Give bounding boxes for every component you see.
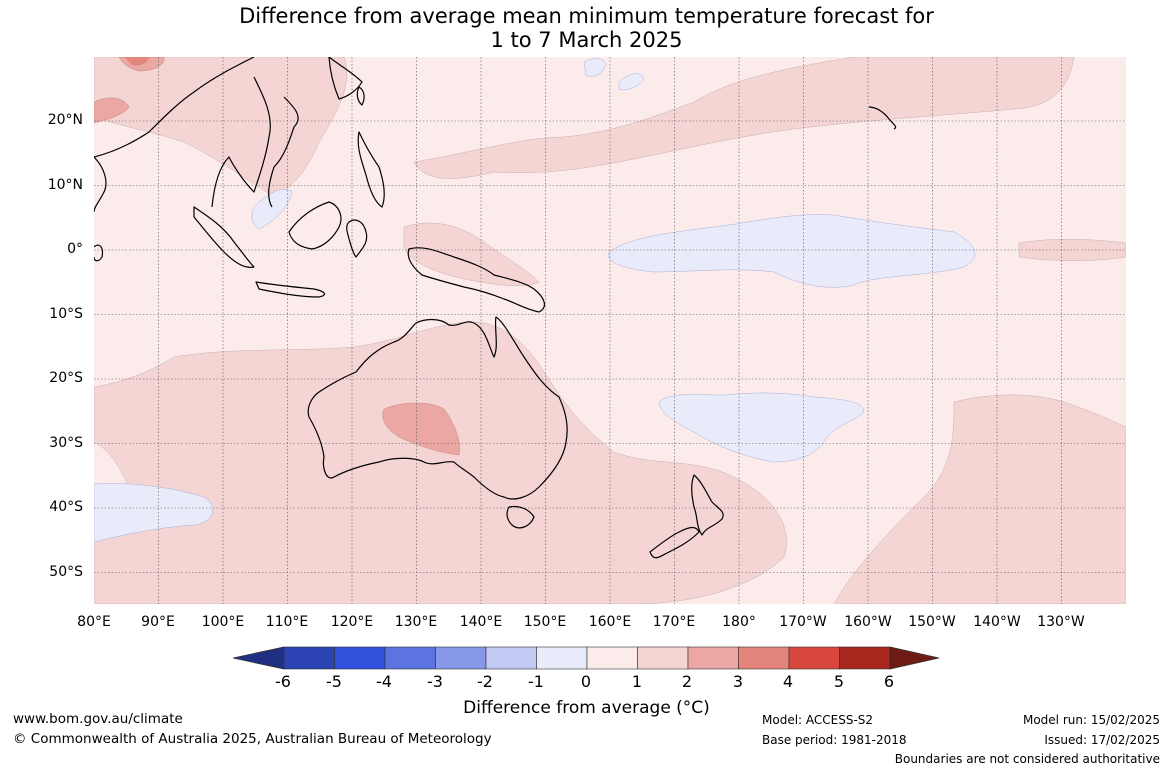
lon-label-140e: 140°E xyxy=(459,614,503,630)
lon-label-140w: 140°W xyxy=(973,614,1021,630)
sri-lanka xyxy=(94,244,104,262)
cb-label-minus6: -6 xyxy=(275,672,291,691)
colorbar-cell xyxy=(384,646,436,670)
colorbar-cell xyxy=(839,646,891,670)
cb-label-4: 4 xyxy=(782,672,794,691)
map-title: Difference from average mean minimum tem… xyxy=(0,4,1173,52)
model-name: Model: ACCESS-S2 xyxy=(762,713,874,727)
indian-ocean-cool xyxy=(94,483,213,543)
lat-label-30s: 30°S xyxy=(49,435,83,451)
colorbar-cell xyxy=(283,646,335,670)
north-pacific-cool xyxy=(583,58,607,77)
colorbar-cell xyxy=(485,646,537,670)
issued-date: Issued: 17/02/2025 xyxy=(1044,733,1160,747)
lon-label-150e: 150°E xyxy=(523,614,567,630)
central-australia-hotspot xyxy=(382,402,460,456)
lat-label-20s: 20°S xyxy=(49,370,83,386)
colorbar-cell xyxy=(435,646,487,670)
cb-label-minus2: -2 xyxy=(477,672,493,691)
lon-label-170e: 170°E xyxy=(652,614,696,630)
colorbar-cell xyxy=(738,646,790,670)
taiwan-coastline xyxy=(356,86,365,106)
colorbar-cell xyxy=(687,646,739,670)
copyright-text: © Commonwealth of Australia 2025, Austra… xyxy=(13,731,492,747)
new-zealand-south xyxy=(649,526,700,559)
boundaries-disclaimer: Boundaries are not considered authoritat… xyxy=(894,752,1160,766)
sumatra-coastline xyxy=(193,206,255,268)
lon-label-130e: 130°E xyxy=(394,614,438,630)
north-pacific-warm-band xyxy=(413,57,1075,179)
asia-mainland-coast xyxy=(94,57,299,208)
new-guinea-warm xyxy=(403,222,540,286)
colorbar-cells xyxy=(283,646,891,670)
colorbar-extend-low xyxy=(233,646,285,670)
website-link[interactable]: www.bom.gov.au/climate xyxy=(13,711,183,727)
colorbar-cell xyxy=(637,646,689,670)
lon-label-150w: 150°W xyxy=(908,614,956,630)
lon-label-130w: 130°W xyxy=(1037,614,1085,630)
lon-label-110e: 110°E xyxy=(265,614,309,630)
lon-label-170w: 170°W xyxy=(779,614,827,630)
lon-label-120e: 120°E xyxy=(330,614,374,630)
colorbar xyxy=(233,646,940,670)
sulawesi-coastline xyxy=(346,219,368,258)
philippines-coastline xyxy=(357,131,385,208)
japan-coastline xyxy=(328,57,363,100)
cb-label-minus5: -5 xyxy=(326,672,342,691)
lon-label-160w: 160°W xyxy=(844,614,892,630)
cb-label-1: 1 xyxy=(631,672,643,691)
colorbar-cell xyxy=(334,646,386,670)
east-equatorial-warm xyxy=(1018,238,1126,261)
equatorial-pacific-cool xyxy=(608,214,976,288)
cb-label-3: 3 xyxy=(732,672,744,691)
forecast-map xyxy=(94,57,1126,604)
cb-label-minus4: -4 xyxy=(376,672,392,691)
base-period: Base period: 1981-2018 xyxy=(762,733,907,747)
cb-label-minus1: -1 xyxy=(528,672,544,691)
cb-label-2: 2 xyxy=(681,672,693,691)
java-coastline xyxy=(255,281,326,298)
colorbar-cell xyxy=(586,646,638,670)
graticule xyxy=(94,57,1126,604)
colorbar-title: Difference from average (°C) xyxy=(463,698,710,718)
tasmania-coastline xyxy=(506,505,535,529)
north-pacific-cool-2 xyxy=(618,73,645,91)
colorbar-cell xyxy=(536,646,588,670)
cb-label-minus3: -3 xyxy=(427,672,443,691)
cb-label-6: 6 xyxy=(883,672,895,691)
model-run-date: Model run: 15/02/2025 xyxy=(1022,713,1160,727)
coastlines xyxy=(94,57,897,559)
south-pacific-cool xyxy=(658,392,865,463)
south-china-sea-cool xyxy=(251,189,293,230)
anomaly-minus1-regions xyxy=(94,58,976,543)
title-line-2: 1 to 7 March 2025 xyxy=(490,28,683,52)
south-pacific-warm-region xyxy=(833,394,1126,604)
lon-label-90e: 90°E xyxy=(141,614,175,630)
title-line-1: Difference from average mean minimum tem… xyxy=(239,4,934,28)
lat-label-50s: 50°S xyxy=(49,564,83,580)
himalaya-strong-hotspot xyxy=(124,57,149,66)
cb-label-0: 0 xyxy=(580,672,592,691)
new-zealand-north xyxy=(691,474,724,536)
lon-label-160e: 160°E xyxy=(588,614,632,630)
hawaii-islands xyxy=(868,106,897,130)
india-coast xyxy=(94,156,107,213)
lat-label-10s: 10°S xyxy=(49,306,83,322)
australia-coastline xyxy=(307,316,568,500)
colorbar-extend-high xyxy=(889,646,940,670)
cb-label-5: 5 xyxy=(833,672,845,691)
lon-label-180: 180° xyxy=(722,614,756,630)
lon-label-100e: 100°E xyxy=(201,614,245,630)
lon-label-80e: 80°E xyxy=(77,614,111,630)
lat-label-0: 0° xyxy=(67,241,83,257)
colorbar-cell xyxy=(788,646,840,670)
lat-label-10n: 10°N xyxy=(47,177,83,193)
new-guinea-coastline xyxy=(407,247,546,313)
lat-label-40s: 40°S xyxy=(49,499,83,515)
borneo-coastline xyxy=(288,201,342,250)
lat-label-20n: 20°N xyxy=(47,112,83,128)
